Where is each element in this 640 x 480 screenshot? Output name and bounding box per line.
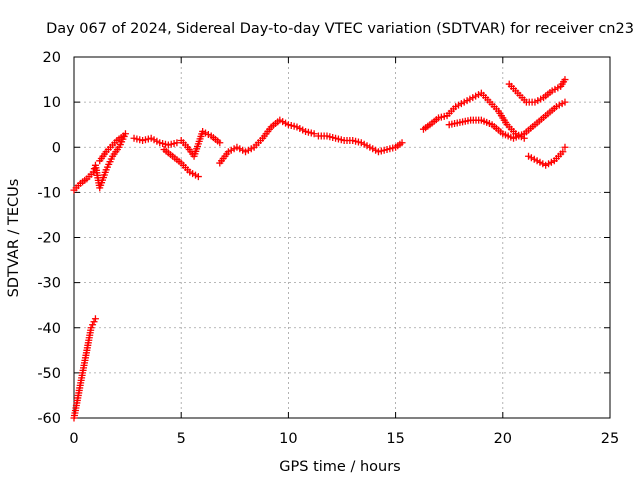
data-point (87, 324, 95, 332)
data-point (91, 315, 99, 323)
x-tick-label: 25 (601, 431, 619, 447)
chart-title: Day 067 of 2024, Sidereal Day-to-day VTE… (46, 21, 634, 37)
x-tick-label: 20 (494, 431, 512, 447)
data-point-fill (90, 318, 98, 326)
data-point (119, 132, 127, 140)
y-tick-label: -50 (37, 366, 61, 382)
y-tick-label: 20 (43, 50, 61, 66)
x-tick-label: 5 (177, 431, 186, 447)
data-point (561, 98, 569, 106)
data-point (173, 139, 181, 147)
data-point (561, 143, 569, 151)
grid (74, 57, 610, 418)
y-tick-label: 10 (43, 95, 61, 111)
y-tick-label: -40 (37, 321, 61, 337)
data-point (310, 130, 318, 138)
x-tick-label: 0 (69, 431, 78, 447)
data-point (216, 139, 224, 147)
data-point (398, 139, 406, 147)
y-tick-label: 0 (52, 140, 61, 156)
y-tick-label: -20 (37, 231, 61, 247)
data-markers (70, 76, 569, 422)
y-tick-label: -10 (37, 185, 61, 201)
data-point (561, 76, 569, 84)
x-tick-label: 10 (279, 431, 297, 447)
y-tick-label: -30 (37, 276, 61, 292)
y-axis-label: SDTVAR / TECUs (6, 179, 22, 298)
x-tick-label: 15 (386, 431, 404, 447)
y-tick-label: -60 (37, 411, 61, 427)
data-point-fill (89, 321, 97, 329)
x-axis-label: GPS time / hours (279, 459, 400, 475)
data-point (194, 173, 202, 181)
axis-ticks: 0 5 10 15 20 25 -60 -50 -40 -30 -20 -10 0 10 20 (37, 50, 619, 447)
data-point (559, 148, 567, 156)
